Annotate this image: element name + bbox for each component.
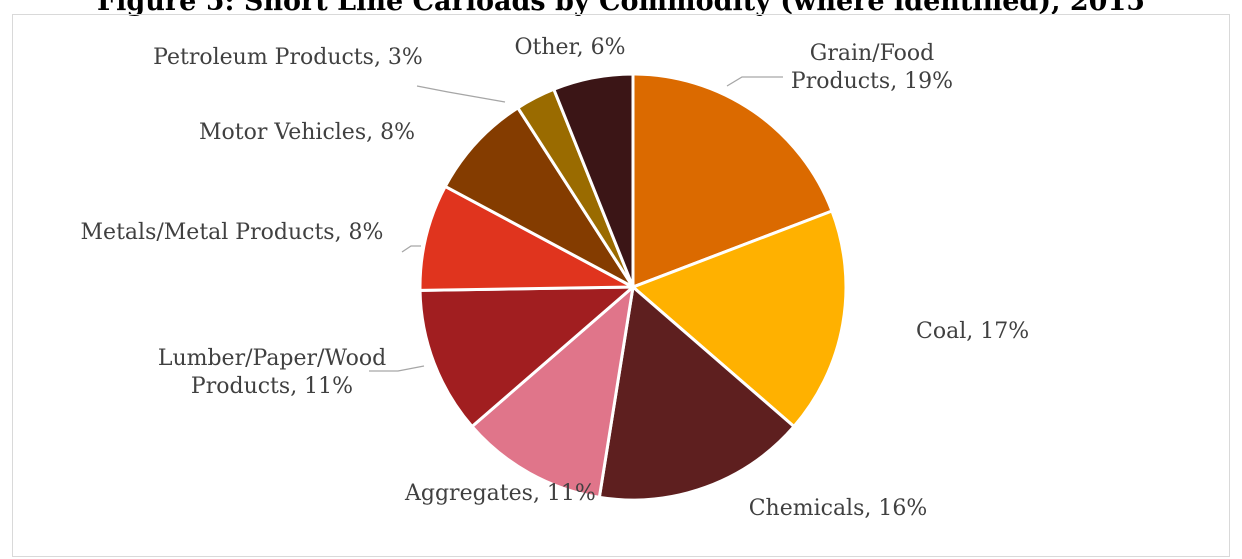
- data-label-aggregates: Aggregates, 11%: [404, 481, 596, 506]
- leader-line-lumber-paper-wood-products: [369, 365, 425, 372]
- pie-slice-motor-vehicles: [443, 106, 635, 289]
- leader-line-grain-food-products: [726, 76, 783, 87]
- pie-slice-metals-metal-products: [418, 184, 635, 292]
- leader-lines: [369, 76, 783, 372]
- leader-line-metals-metal-products: [401, 245, 421, 253]
- pie-slice-chemicals: [597, 285, 796, 502]
- pie-slice-coal: [631, 209, 848, 428]
- pie-slice-lumber-paper-wood-products: [418, 285, 635, 428]
- chart-area: [12, 14, 1230, 557]
- data-label-chemicals: Chemicals, 16%: [749, 496, 928, 521]
- slice-labels: Grain/Food Products, 19% Coal, 17% Chemical…: [81, 35, 1030, 521]
- data-label-other: Other, 6%: [514, 35, 625, 60]
- data-label-petroleum-products: Petroleum Products, 3%: [153, 45, 423, 70]
- pie-slice-aggregates: [470, 285, 635, 499]
- data-label-lumber-paper-wood-products: Lumber/Paper/Wood Products, 11%: [158, 346, 386, 399]
- pie-slice-other: [552, 72, 635, 289]
- data-label-motor-vehicles: Motor Vehicles, 8%: [199, 120, 415, 145]
- chart-title: Figure 5: Short Line Carloads by Commodi…: [96, 0, 1146, 17]
- data-label-grain-food-products: Grain/Food Products, 19%: [791, 41, 953, 94]
- pie-slice-grain-food-products: [631, 72, 834, 289]
- data-label-coal: Coal, 17%: [916, 319, 1029, 344]
- data-label-metals-metal-products: Metals/Metal Products, 8%: [81, 220, 384, 245]
- pie-slices: [418, 72, 848, 502]
- leader-line-petroleum-products: [416, 85, 506, 103]
